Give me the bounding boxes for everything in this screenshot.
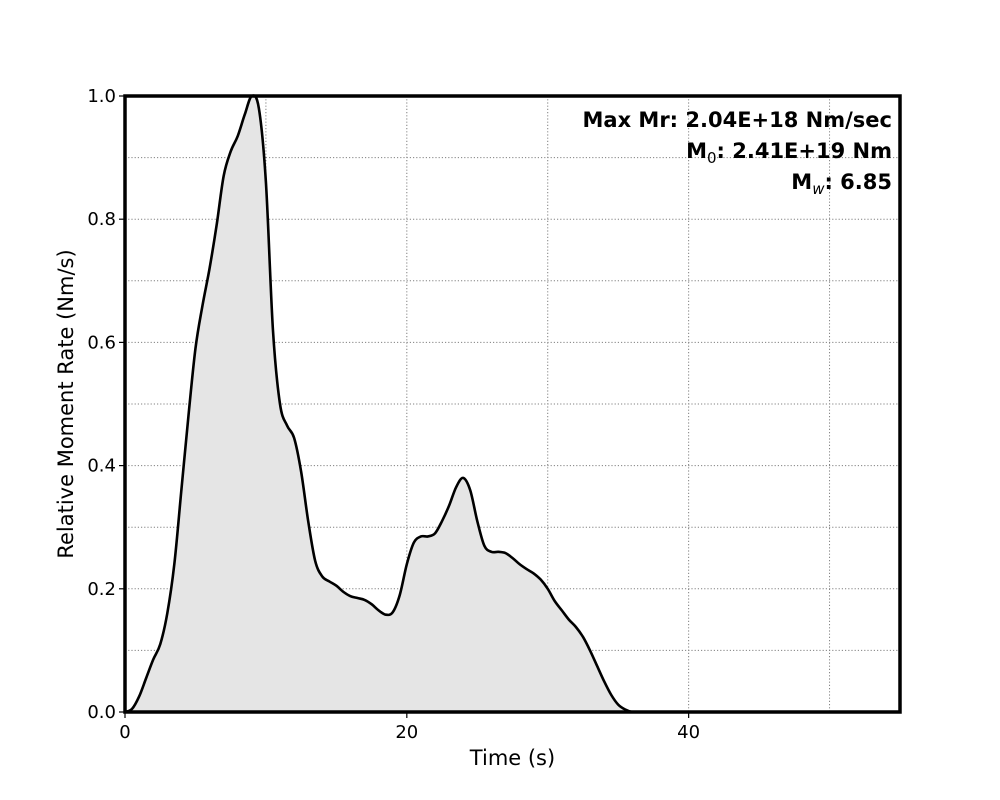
max-moment-rate-text: Max Mr: 2.04E+18 Nm/sec	[583, 108, 893, 132]
mw-symbol: M	[791, 170, 812, 194]
plot-frame	[123, 94, 902, 714]
x-tick-label: 40	[677, 722, 700, 743]
y-axis-label: Relative Moment Rate (Nm/s)	[54, 249, 78, 558]
y-tick-label: 0.4	[87, 456, 116, 477]
y-tick-label: 0.8	[87, 209, 116, 230]
m0-value: : 2.41E+19 Nm	[717, 139, 892, 163]
max-moment-rate-annotation: Max Mr: 2.04E+18 Nm/sec	[583, 108, 893, 132]
y-tick-label: 0.6	[87, 332, 116, 353]
x-axis-label: Time (s)	[469, 746, 555, 770]
y-tick-label: 0.0	[87, 702, 116, 723]
mw-subscript: w	[812, 180, 825, 198]
y-tick-label: 1.0	[87, 86, 116, 107]
mw-value: : 6.85	[824, 170, 892, 194]
moment-magnitude-annotation: Mw: 6.85	[791, 170, 892, 198]
ticks: 0.0 0.2 0.4 0.6 0.8 1.0 0 20 40	[87, 86, 700, 743]
moment-rate-curve	[124, 94, 900, 714]
x-tick-label: 0	[119, 722, 130, 743]
m0-subscript: 0	[707, 149, 717, 167]
y-tick-label: 0.2	[87, 579, 116, 600]
seismic-moment-annotation: M0: 2.41E+19 Nm	[686, 139, 892, 167]
m0-symbol: M	[686, 139, 707, 163]
x-tick-label: 20	[395, 722, 418, 743]
moment-rate-area	[125, 95, 900, 713]
